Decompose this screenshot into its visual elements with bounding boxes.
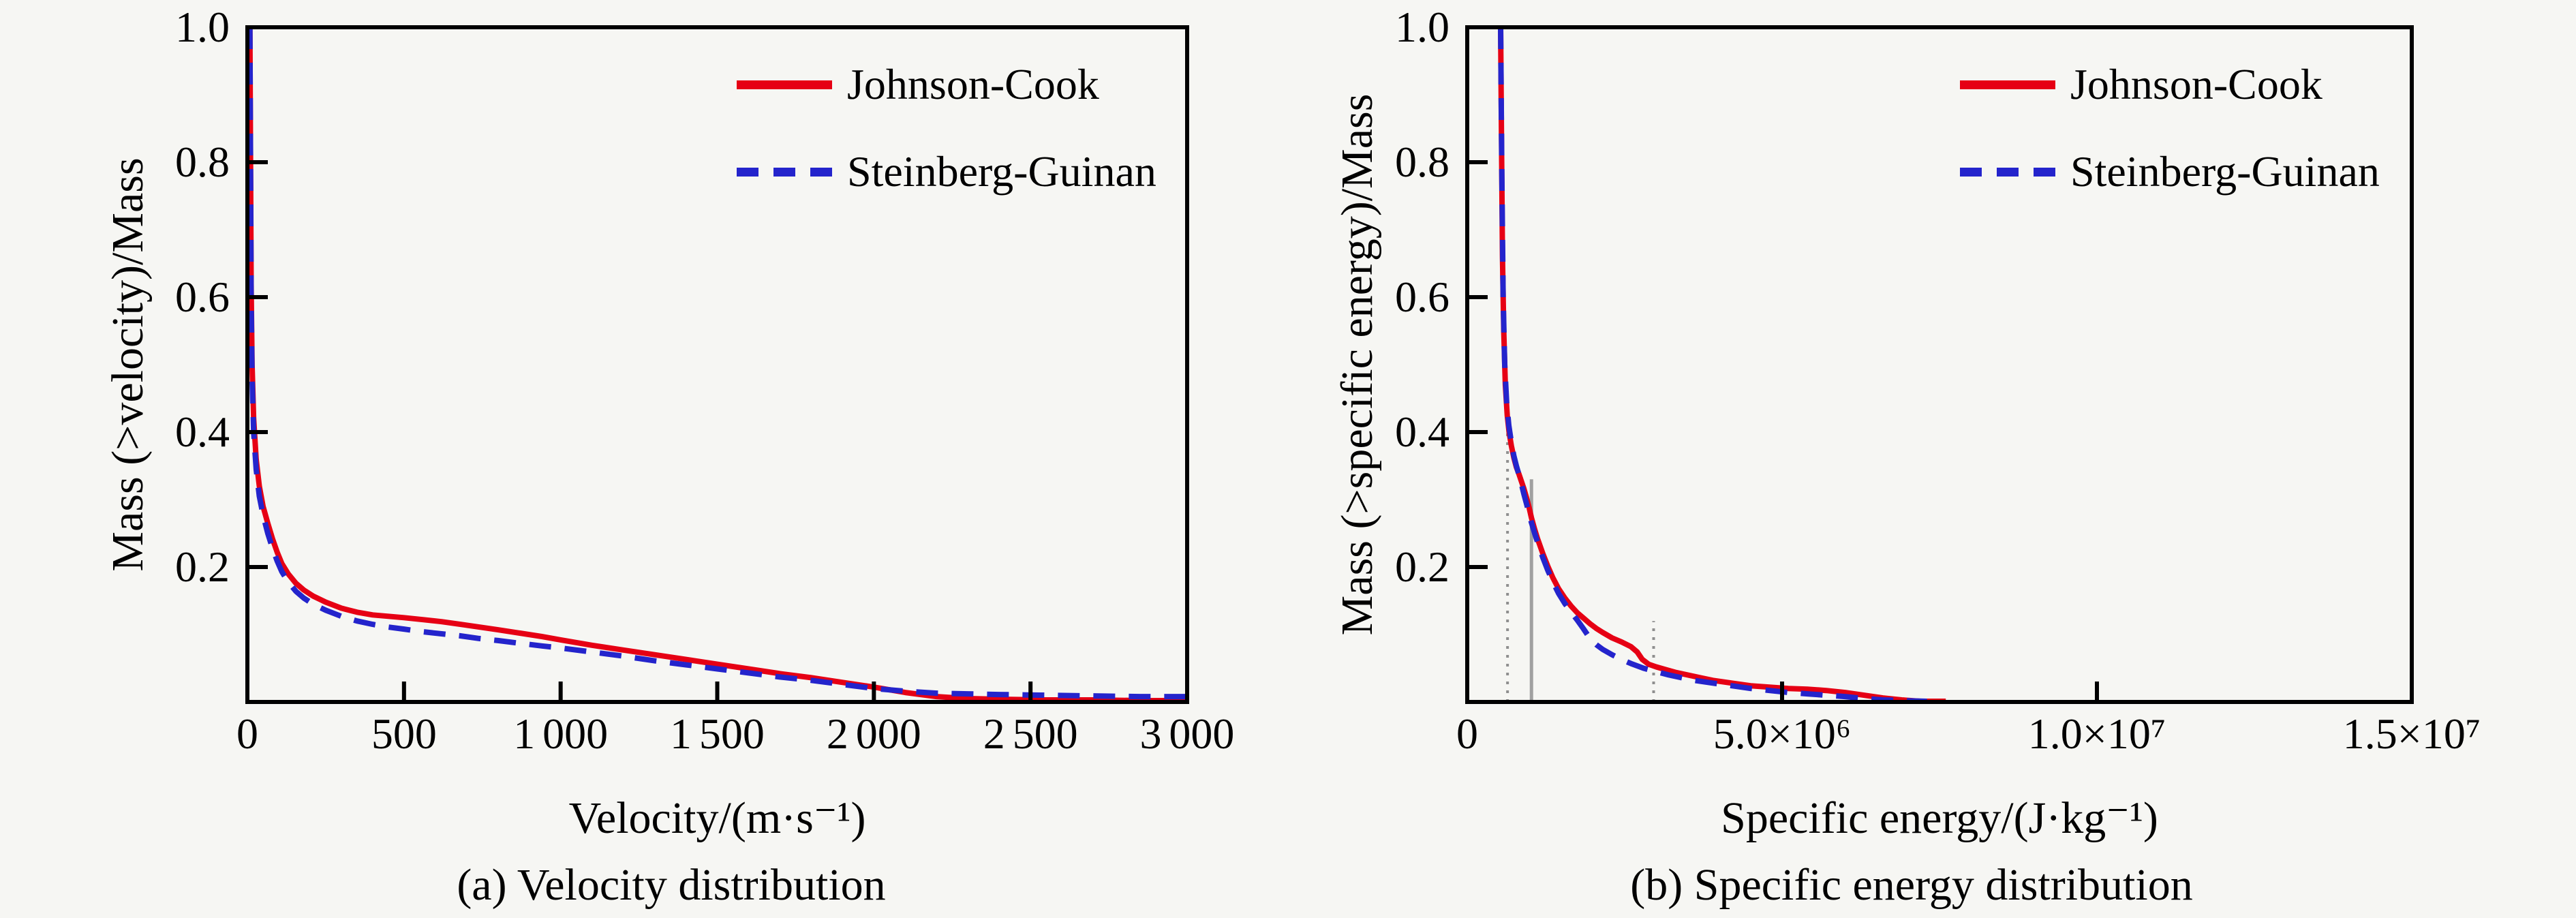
plot-group-0	[245, 25, 1189, 704]
plot-group-1	[1465, 25, 2414, 704]
plot-border	[1465, 25, 2414, 704]
series-line-steinberg-guinan	[247, 27, 1187, 700]
series-line-johnson-cook	[1498, 27, 1946, 704]
plot-border	[245, 25, 1189, 704]
series-line-steinberg-guinan	[1498, 27, 1927, 704]
series-line-johnson-cook	[247, 27, 1187, 703]
